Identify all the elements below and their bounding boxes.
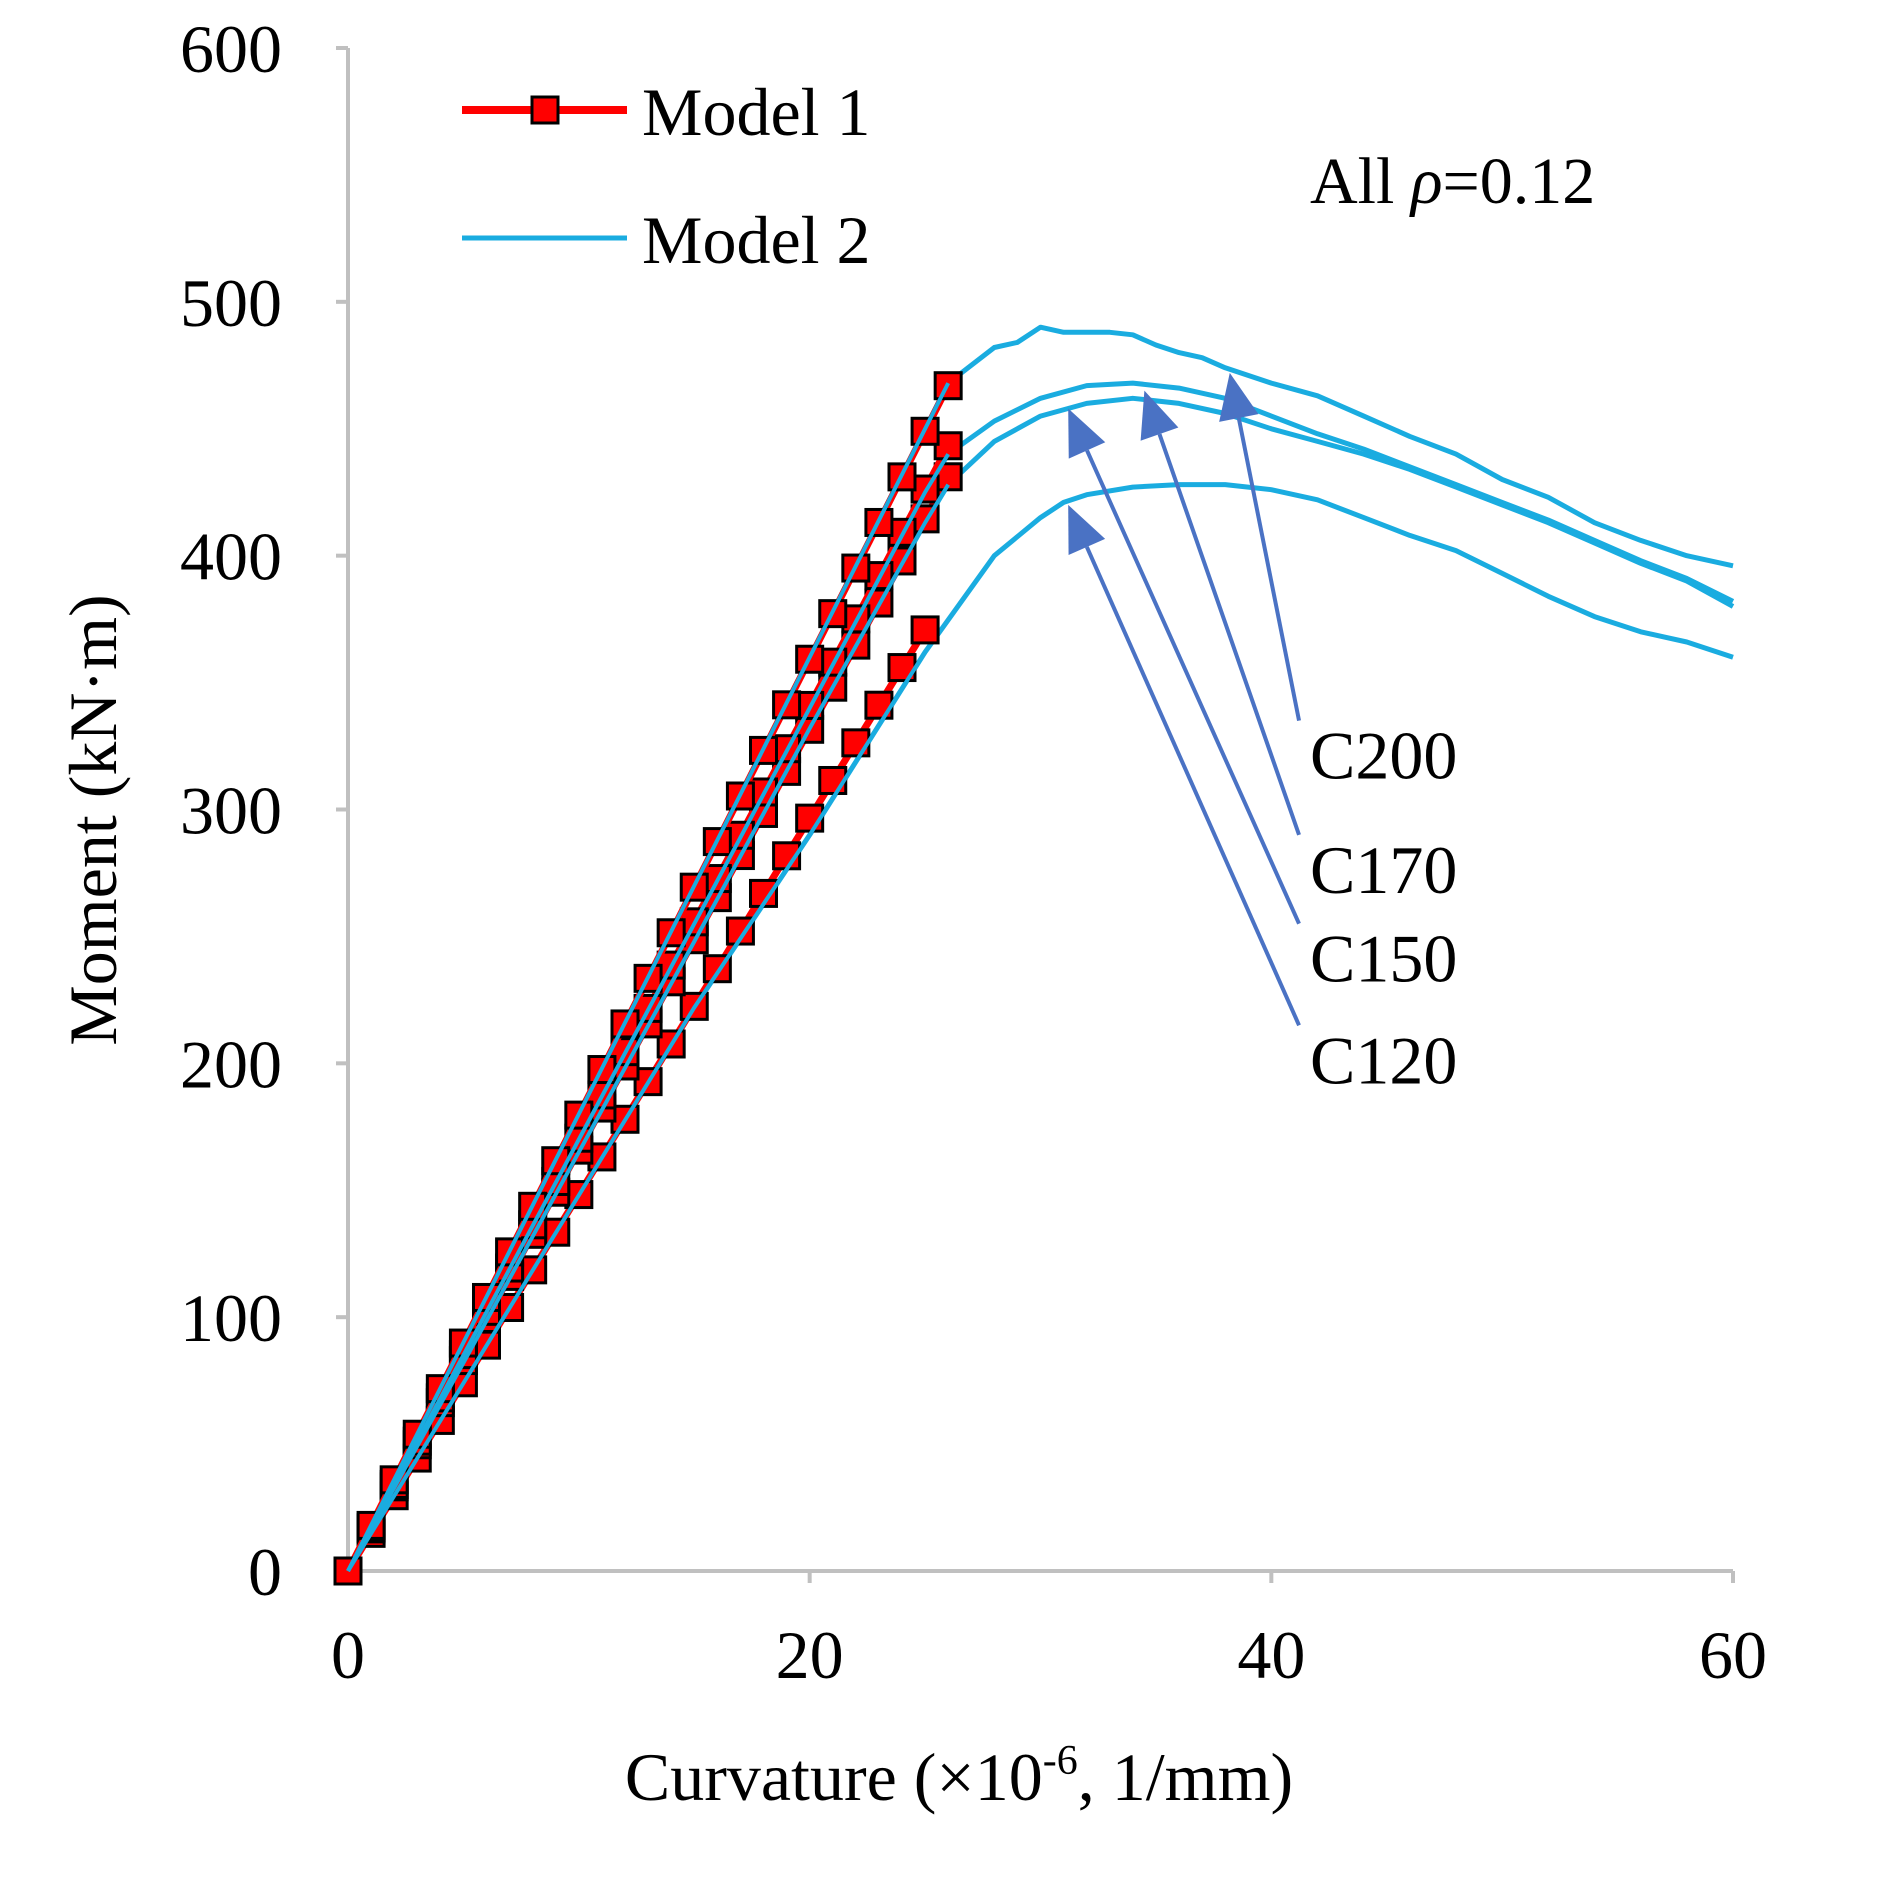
model-2-series-group bbox=[345, 324, 1735, 1573]
arrow-line-c150 bbox=[1085, 449, 1301, 925]
curve-label-c120: C120 bbox=[1310, 1022, 1457, 1098]
rho-annotation-prefix: All bbox=[1310, 145, 1411, 218]
x-axis-title-main: Curvature (×10 bbox=[625, 1739, 1043, 1815]
arrow-line-c120 bbox=[1085, 546, 1301, 1027]
rho-annotation-value: =0.12 bbox=[1443, 145, 1596, 218]
curve-label-c200: C200 bbox=[1310, 718, 1457, 794]
model-2-line-c150 bbox=[345, 395, 1735, 1573]
arrow-head-c150 bbox=[1068, 408, 1106, 459]
y-tick-label: 300 bbox=[180, 773, 282, 849]
y-tick-label: 100 bbox=[180, 1280, 282, 1356]
x-axis-title: Curvature (×10-6, 1/mm) bbox=[625, 1738, 1293, 1815]
curve-labels: C200 C170 C150 C120 bbox=[1310, 718, 1457, 1099]
legend-model-1-label: Model 1 bbox=[642, 74, 871, 150]
legend-model-2-label: Model 2 bbox=[642, 202, 871, 278]
arrow-head-c120 bbox=[1068, 504, 1106, 556]
model-1-series-group bbox=[333, 371, 963, 1586]
x-axis bbox=[346, 1569, 1735, 1583]
y-axis-title: Moment (kN·m) bbox=[55, 594, 131, 1045]
model-2-line-c170 bbox=[345, 380, 1735, 1573]
y-tick-label: 600 bbox=[180, 11, 282, 87]
model-2-line-c120 bbox=[345, 482, 1734, 1573]
arrow-line-c170 bbox=[1157, 433, 1301, 836]
model-2-overlay-c120 bbox=[346, 651, 927, 1573]
y-tick-label: 500 bbox=[180, 265, 282, 341]
y-tick-label: 400 bbox=[180, 519, 282, 595]
model-1-marker bbox=[841, 728, 871, 758]
model-1-marker bbox=[725, 781, 755, 811]
x-tick-label: 20 bbox=[776, 1617, 844, 1693]
model-1-marker bbox=[518, 1191, 548, 1221]
x-tick-label: 40 bbox=[1237, 1617, 1305, 1693]
x-tick-label: 0 bbox=[331, 1617, 365, 1693]
arrow-head-c200 bbox=[1219, 372, 1259, 422]
model-1-marker bbox=[610, 1009, 640, 1039]
model-1-marker bbox=[887, 462, 917, 492]
model-2-overlay-c150 bbox=[346, 483, 950, 1572]
x-tick-label: 60 bbox=[1699, 1617, 1767, 1693]
legend: Model 1 Model 2 bbox=[462, 74, 871, 278]
curve-label-arrows bbox=[1068, 372, 1301, 1027]
y-axis bbox=[336, 46, 350, 1573]
model-2-overlay-c170 bbox=[346, 453, 950, 1572]
rho-annotation: All ρ=0.12 bbox=[1310, 145, 1595, 218]
model-1-marker bbox=[910, 615, 940, 645]
y-tick-label: 200 bbox=[180, 1026, 282, 1102]
model-2-overlay-c200 bbox=[346, 382, 950, 1572]
arrow-line-c200 bbox=[1236, 417, 1301, 722]
tick-labels: 0 100 200 300 400 500 600 0 20 40 60 bbox=[180, 11, 1767, 1693]
curve-label-c150: C150 bbox=[1310, 921, 1457, 997]
y-tick-label: 0 bbox=[248, 1534, 282, 1610]
x-axis-title-exponent: -6 bbox=[1043, 1738, 1078, 1784]
curve-label-c170: C170 bbox=[1310, 832, 1457, 908]
legend-model-1-marker bbox=[530, 95, 560, 125]
x-axis-title-unit: , 1/mm) bbox=[1078, 1739, 1293, 1815]
rho-symbol: ρ bbox=[1409, 145, 1443, 218]
arrow-head-c170 bbox=[1140, 390, 1179, 441]
